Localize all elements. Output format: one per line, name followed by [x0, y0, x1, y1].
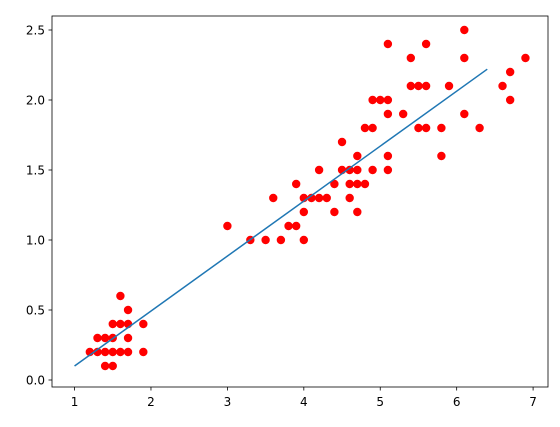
y-tick-label: 0.5	[26, 304, 45, 318]
scatter-point	[414, 81, 423, 91]
scatter-point	[406, 53, 416, 63]
scatter-point	[139, 347, 148, 357]
x-tick-label: 4	[300, 395, 308, 409]
scatter-point	[284, 221, 293, 231]
scatter-point	[299, 207, 309, 217]
scatter-point	[368, 123, 377, 133]
scatter-point	[505, 95, 515, 105]
scatter-point	[345, 165, 354, 175]
regression-line	[74, 68, 488, 367]
scatter-point	[100, 361, 110, 371]
scatter-point	[353, 207, 362, 217]
scatter-point	[406, 81, 416, 91]
x-tick-label: 2	[147, 395, 155, 409]
plot-frame	[51, 15, 549, 388]
scatter-point	[93, 333, 102, 343]
scatter-point	[108, 361, 117, 371]
scatter-point	[337, 137, 347, 147]
scatter-point	[322, 193, 331, 203]
scatter-point	[437, 123, 446, 133]
scatter-point	[116, 319, 125, 329]
scatter-point	[498, 81, 507, 91]
scatter-point	[223, 221, 232, 231]
scatter-point	[360, 179, 370, 189]
scatter-point	[100, 347, 110, 357]
scatter-point	[123, 333, 133, 343]
x-tick-label: 3	[224, 395, 232, 409]
scatter-point	[276, 235, 286, 245]
x-tick-label: 5	[376, 395, 384, 409]
scatter-point	[368, 165, 377, 175]
scatter-point	[353, 151, 362, 161]
scatter-point	[314, 165, 324, 175]
scatter-point	[299, 235, 309, 245]
scatter-point	[345, 179, 354, 189]
scatter-point	[116, 291, 125, 301]
y-tick-label: 2.5	[26, 24, 45, 38]
scatter-point	[383, 95, 393, 105]
scatter-point	[475, 123, 484, 133]
x-tick-label: 1	[71, 395, 79, 409]
scatter-point	[421, 81, 431, 91]
scatter-point	[123, 347, 133, 357]
scatter-point	[368, 95, 377, 105]
scatter-point	[460, 109, 469, 119]
scatter-point	[261, 235, 270, 245]
scatter-point	[291, 179, 301, 189]
scatter-point	[444, 81, 454, 91]
scatter-point	[139, 319, 148, 329]
y-tick-label: 0.0	[26, 374, 45, 388]
scatter-point	[505, 67, 515, 77]
scatter-point	[291, 221, 301, 231]
y-tick-label: 1.0	[26, 234, 45, 248]
x-tick-label: 7	[529, 395, 537, 409]
y-tick-label: 2.0	[26, 94, 45, 108]
scatter-point	[116, 347, 125, 357]
scatter-point	[108, 319, 117, 329]
scatter-point	[414, 123, 423, 133]
scatter-point	[383, 151, 393, 161]
scatter-point	[460, 53, 469, 63]
scatter-point	[360, 123, 370, 133]
scatter-point	[330, 179, 339, 189]
scatter-point	[521, 53, 530, 63]
scatter-point	[314, 193, 324, 203]
scatter-point	[383, 165, 393, 175]
scatter-point	[383, 39, 393, 49]
x-tick-label: 6	[453, 395, 461, 409]
scatter-point	[123, 305, 133, 315]
scatter-point	[376, 95, 385, 105]
scatter-point	[330, 207, 339, 217]
scatter-point	[398, 109, 408, 119]
scatter-point	[383, 109, 393, 119]
scatter-point	[93, 347, 102, 357]
scatter-point	[269, 193, 278, 203]
scatter-point	[108, 347, 117, 357]
scatter-point	[353, 165, 362, 175]
scatter-point	[307, 193, 316, 203]
y-tick-label: 1.5	[26, 164, 45, 178]
scatter-point	[460, 25, 469, 35]
scatter-point	[100, 333, 110, 343]
scatter-point	[345, 193, 354, 203]
scatter-point	[421, 39, 431, 49]
scatter-point	[353, 179, 362, 189]
scatter-point	[437, 151, 446, 161]
scatter-point	[421, 123, 431, 133]
